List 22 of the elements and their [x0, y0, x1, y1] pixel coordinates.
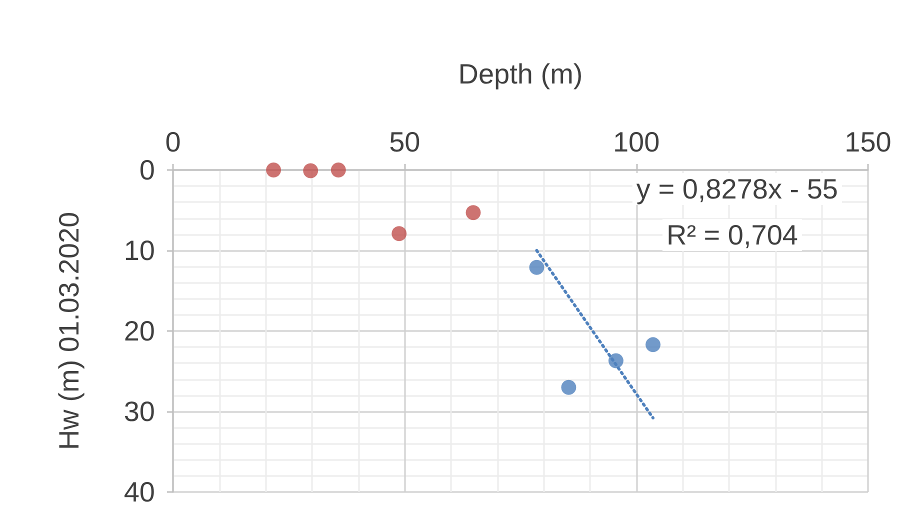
y-tick-label: 30 — [124, 396, 155, 427]
point — [561, 380, 576, 395]
y-tick-label: 0 — [139, 154, 155, 186]
point — [330, 162, 346, 178]
x-tick-label: 100 — [612, 126, 660, 158]
x-tick-label: 150 — [844, 126, 892, 158]
x-tick-label: 50 — [389, 126, 420, 158]
annotation: y = 0,8278x - 55 — [636, 174, 838, 204]
x-tick-label: 0 — [165, 126, 181, 158]
point — [466, 205, 481, 220]
point — [608, 353, 624, 368]
y-tick-label: 20 — [124, 316, 155, 346]
y-tick-label: 10 — [124, 235, 155, 266]
point — [392, 226, 407, 242]
point — [529, 260, 544, 275]
point — [303, 163, 318, 178]
point — [646, 337, 661, 352]
x-axis-title: Depth (m) — [458, 58, 583, 90]
y-axis-title: Hw (m) 01.03.2020 — [54, 212, 84, 450]
point — [266, 162, 282, 178]
y-tick-label: 40 — [124, 476, 155, 508]
annotation: R² = 0,704 — [666, 220, 798, 250]
